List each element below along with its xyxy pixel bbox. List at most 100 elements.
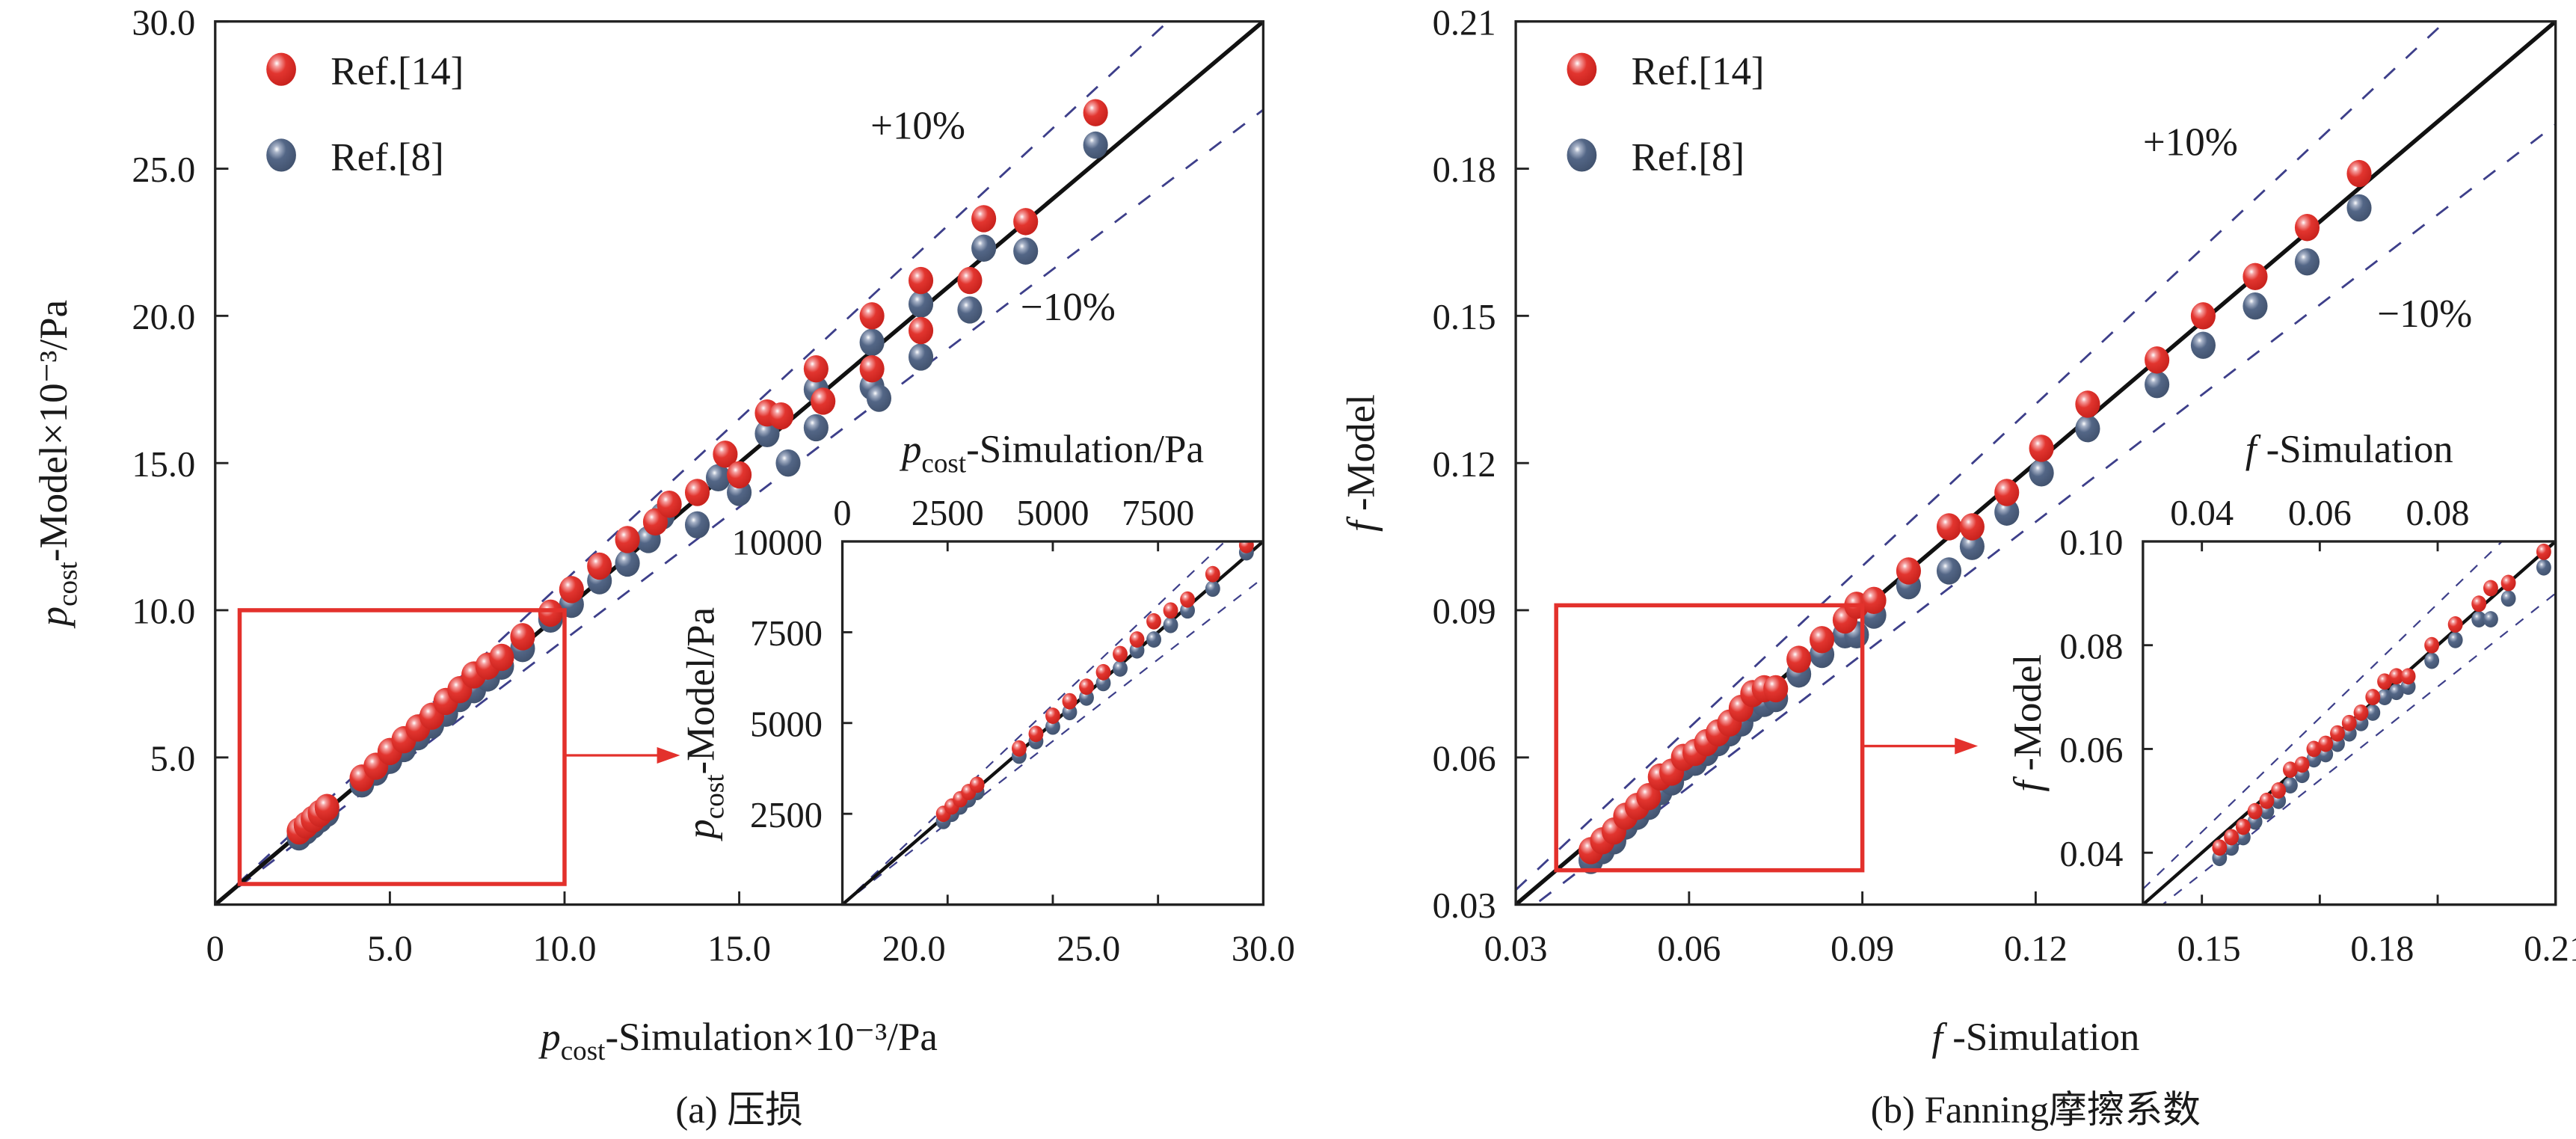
panel-caption: (a) 压损 [675, 1089, 803, 1131]
inset-x-tick-label: 0 [833, 493, 851, 533]
inset-point-ref14 [1163, 602, 1178, 619]
inset-point-ref14 [1113, 645, 1128, 663]
inset-point-ref14 [2318, 735, 2334, 752]
inset-point-ref14 [2365, 689, 2381, 706]
point-ref8 [2029, 459, 2054, 487]
inset-point-ref8 [2365, 704, 2381, 721]
plus-10-percent-label: +10% [870, 104, 965, 147]
y-tick-label: 25.0 [132, 150, 195, 190]
inset-plot-area [842, 541, 1264, 905]
point-ref14 [587, 552, 612, 580]
point-ref8 [908, 290, 934, 318]
minus-10-percent-label: −10% [2377, 292, 2472, 336]
x-tick-label: 0.21 [2524, 929, 2576, 969]
legend-label-ref14: Ref.[14] [1632, 50, 1765, 93]
point-ref14 [1083, 99, 1108, 126]
inset-point-ref14 [2471, 595, 2487, 613]
point-ref14 [615, 526, 640, 553]
panel-b: 0.03 0.06 0.09 0.12 0.15 0.18 0.21 0.03 0.06 0.09… [1339, 2, 2576, 1131]
inset-axes-frame [2142, 540, 2557, 906]
point-ref8 [684, 511, 710, 539]
inset-y-tick-label: 0.06 [2059, 730, 2123, 770]
y-tick-label: 0.09 [1433, 592, 1496, 632]
inset-point-ref14 [1012, 740, 1027, 757]
inset-point-ref14 [2424, 636, 2440, 654]
point-ref8 [1994, 498, 2020, 526]
inset-point-ref8 [1205, 580, 1220, 598]
inset-x-tick-label: 0.04 [2170, 493, 2234, 533]
inset-y-tick-label: 0.04 [2059, 834, 2123, 874]
zoom-region-box [237, 608, 567, 886]
inset-point-ref8 [2388, 684, 2404, 701]
y-tick-label: 5.0 [150, 738, 196, 779]
y-tick-label: 0.03 [1433, 885, 1496, 926]
point-ref8 [1936, 557, 1962, 585]
point-ref8 [2190, 331, 2216, 359]
point-ref8 [803, 414, 829, 442]
point-ref8 [615, 549, 640, 577]
y-tick-label: 0.18 [1433, 150, 1496, 190]
x-tick-label: 0.15 [2177, 929, 2241, 969]
zoom-region-box [1554, 603, 1865, 873]
point-ref8 [1083, 131, 1108, 159]
plot-area [1516, 21, 2556, 905]
point-ref14 [2243, 263, 2268, 291]
y-axis-title: f -Model [1339, 394, 1383, 532]
point-ref14 [1936, 513, 1962, 541]
inset-x-tick-label: 0.06 [2288, 493, 2352, 533]
inset-y-tick-label: 0.08 [2059, 626, 2123, 666]
y-tick-label: 0.06 [1433, 738, 1496, 779]
point-ref14 [713, 440, 738, 468]
inset-point-ref14 [1095, 663, 1111, 681]
x-tick-label: 30.0 [1232, 929, 1295, 969]
point-ref14 [1763, 675, 1789, 703]
plus-10-percent-label: +10% [2143, 120, 2238, 164]
inset-point-ref14 [1180, 591, 1196, 608]
legend-marker-ref14 [1567, 52, 1597, 86]
inset-x-axis-title: f -Simulation [2245, 428, 2453, 471]
inset-minus-10-percent-line [2161, 592, 2556, 905]
inset-point-ref8 [2282, 777, 2298, 793]
inset-point-ref14 [1238, 541, 1254, 553]
point-ref8 [706, 464, 731, 492]
y-tick-label: 0.21 [1433, 2, 1496, 43]
point-ref14 [769, 402, 794, 430]
x-axis-title: pcost-Simulation×10⁻³/Pa [538, 1016, 938, 1066]
inset-point-ref14 [1129, 631, 1145, 648]
inset-x-tick-label: 2500 [912, 493, 984, 533]
minus-10-percent-line [1533, 123, 2556, 905]
point-ref14 [1786, 645, 1812, 673]
point-ref8 [754, 420, 780, 447]
inset-plus-10-percent-line [2142, 541, 2503, 890]
legend-label-ref8: Ref.[8] [331, 135, 443, 179]
point-ref14 [811, 387, 836, 415]
inset-point-ref14 [1045, 707, 1060, 724]
point-ref14 [559, 576, 584, 604]
legend-label-ref14: Ref.[14] [331, 50, 464, 93]
inset-y-axis-title: pcost-Model/Pa [679, 607, 730, 842]
inset-point-ref14 [2224, 829, 2240, 846]
point-ref14 [2029, 435, 2054, 462]
inset-point-ref14 [2271, 782, 2287, 799]
inset-point-ref14 [2294, 756, 2310, 773]
point-ref14 [1994, 479, 2020, 506]
point-ref14 [657, 491, 682, 518]
inset-point-ref14 [2235, 818, 2251, 835]
inset-y-tick-label: 5000 [750, 704, 823, 744]
inset-plus-10-percent-line [842, 541, 1226, 905]
x-tick-label: 0.03 [1484, 929, 1548, 969]
inset-point-ref8 [2377, 689, 2392, 706]
point-ref8 [971, 234, 997, 262]
x-tick-label: 0.12 [2004, 929, 2068, 969]
point-ref14 [314, 793, 339, 821]
inset-y-tick-label: 2500 [750, 795, 823, 835]
panel-caption: (b) Fanning摩擦系数 [1871, 1089, 2201, 1131]
point-ref8 [1013, 237, 1039, 265]
point-ref14 [2145, 346, 2170, 374]
inset-point-ref8 [1113, 660, 1128, 677]
x-tick-label: 0.09 [1830, 929, 1894, 969]
y-axis-title: pcost-Model×10⁻³/Pa [32, 300, 83, 630]
x-axis-title: f -Simulation [1931, 1016, 2139, 1059]
inset-y-tick-label: 10000 [732, 523, 823, 563]
